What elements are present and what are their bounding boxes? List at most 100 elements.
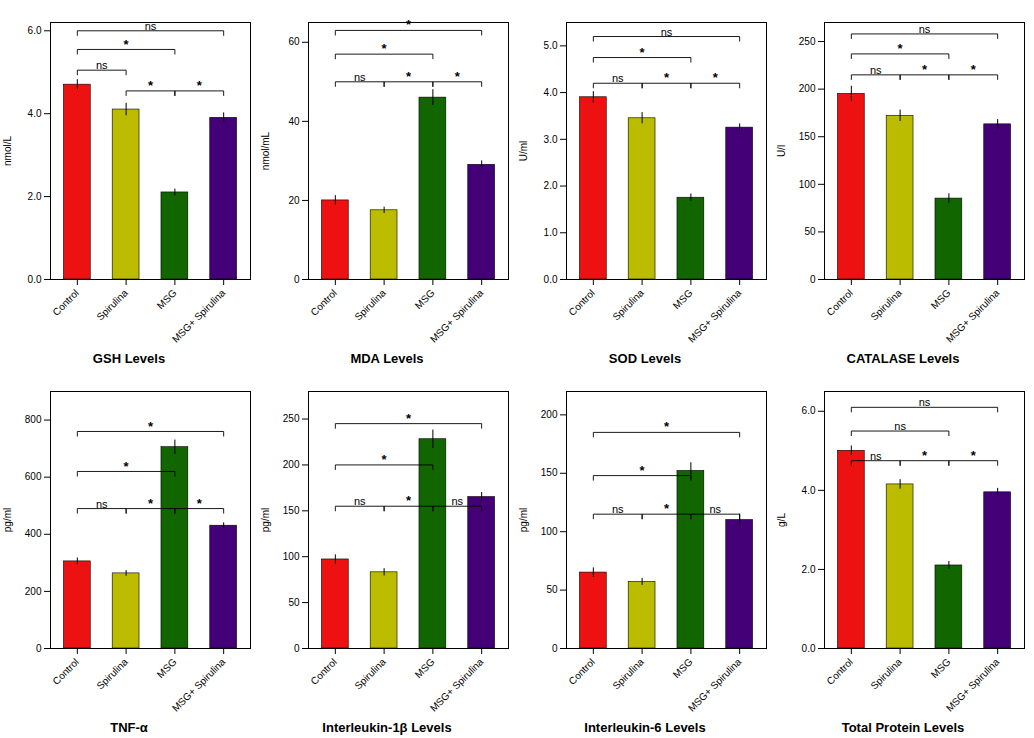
- svg-text:ns: ns: [354, 71, 366, 83]
- svg-text:*: *: [455, 69, 461, 84]
- svg-text:pg/ml: pg/ml: [2, 508, 13, 532]
- svg-text:Spirulina: Spirulina: [868, 287, 904, 323]
- svg-text:g/L: g/L: [776, 513, 787, 527]
- svg-text:4.0: 4.0: [28, 108, 42, 119]
- svg-text:nmol/mL: nmol/mL: [260, 131, 271, 170]
- svg-text:600: 600: [25, 471, 42, 482]
- svg-text:*: *: [406, 411, 412, 426]
- svg-text:ns: ns: [145, 20, 157, 32]
- svg-text:ns: ns: [612, 72, 624, 84]
- svg-text:0.0: 0.0: [802, 643, 816, 654]
- svg-text:6.0: 6.0: [28, 25, 42, 36]
- svg-text:*: *: [148, 419, 154, 434]
- svg-text:Control: Control: [824, 656, 855, 687]
- svg-text:0: 0: [552, 643, 558, 654]
- svg-text:MSG: MSG: [155, 656, 179, 680]
- svg-text:MSG+ Spirulina: MSG+ Spirulina: [944, 656, 1002, 714]
- svg-text:2.0: 2.0: [28, 191, 42, 202]
- svg-text:*: *: [148, 78, 154, 93]
- svg-text:150: 150: [283, 505, 300, 516]
- svg-text:nmol/L: nmol/L: [2, 136, 13, 166]
- svg-text:*: *: [197, 496, 203, 511]
- svg-text:Spirulina: Spirulina: [94, 287, 130, 323]
- svg-text:MSG+ Spirulina: MSG+ Spirulina: [686, 656, 744, 714]
- svg-text:MSG: MSG: [671, 287, 695, 311]
- svg-text:200: 200: [283, 459, 300, 470]
- svg-text:20: 20: [288, 195, 300, 206]
- svg-text:MSG: MSG: [671, 656, 695, 680]
- svg-text:Spirulina: Spirulina: [610, 287, 646, 323]
- svg-text:MSG+ Spirulina: MSG+ Spirulina: [428, 656, 486, 714]
- svg-text:*: *: [922, 448, 928, 463]
- svg-text:ns: ns: [451, 495, 463, 507]
- svg-text:0: 0: [294, 643, 300, 654]
- svg-text:*: *: [197, 78, 203, 93]
- svg-text:Control: Control: [50, 287, 81, 318]
- svg-text:*: *: [664, 501, 670, 516]
- svg-text:ns: ns: [870, 64, 882, 76]
- svg-text:60: 60: [288, 36, 300, 47]
- svg-text:ns: ns: [354, 495, 366, 507]
- svg-text:*: *: [664, 70, 670, 85]
- svg-text:2.0: 2.0: [544, 180, 558, 191]
- svg-text:*: *: [640, 45, 646, 60]
- svg-text:U/ml: U/ml: [518, 141, 529, 162]
- svg-text:MSG+ Spirulina: MSG+ Spirulina: [170, 656, 228, 714]
- svg-text:*: *: [148, 496, 154, 511]
- svg-text:100: 100: [541, 526, 558, 537]
- svg-text:ns: ns: [894, 420, 906, 432]
- svg-text:Spirulina: Spirulina: [352, 656, 388, 692]
- svg-text:*: *: [406, 69, 412, 84]
- svg-text:ns: ns: [919, 396, 931, 408]
- svg-text:*: *: [713, 70, 719, 85]
- svg-text:ns: ns: [96, 498, 108, 510]
- svg-text:Control: Control: [566, 287, 597, 318]
- svg-text:40: 40: [288, 116, 300, 127]
- svg-text:50: 50: [288, 597, 300, 608]
- svg-text:MSG: MSG: [413, 656, 437, 680]
- svg-text:*: *: [640, 463, 646, 478]
- svg-text:ns: ns: [661, 26, 673, 38]
- svg-text:50: 50: [546, 584, 558, 595]
- svg-text:50: 50: [804, 226, 816, 237]
- svg-text:*: *: [124, 459, 130, 474]
- svg-text:4.0: 4.0: [544, 87, 558, 98]
- svg-text:200: 200: [541, 409, 558, 420]
- svg-text:*: *: [971, 448, 977, 463]
- svg-text:*: *: [898, 41, 904, 56]
- svg-text:MSG+ Spirulina: MSG+ Spirulina: [944, 287, 1002, 345]
- svg-text:2.0: 2.0: [802, 564, 816, 575]
- svg-text:150: 150: [541, 467, 558, 478]
- svg-text:0: 0: [294, 274, 300, 285]
- svg-text:MSG+ Spirulina: MSG+ Spirulina: [686, 287, 744, 345]
- svg-text:250: 250: [799, 36, 816, 47]
- svg-text:800: 800: [25, 414, 42, 425]
- svg-text:ns: ns: [612, 503, 624, 515]
- svg-text:Control: Control: [308, 656, 339, 687]
- svg-text:0.0: 0.0: [544, 274, 558, 285]
- svg-text:MSG: MSG: [929, 287, 953, 311]
- svg-text:0: 0: [36, 643, 42, 654]
- svg-text:400: 400: [25, 528, 42, 539]
- svg-text:Spirulina: Spirulina: [94, 656, 130, 692]
- svg-text:100: 100: [283, 551, 300, 562]
- svg-text:ns: ns: [919, 23, 931, 35]
- svg-text:*: *: [971, 62, 977, 77]
- svg-text:ns: ns: [709, 503, 721, 515]
- svg-text:MSG: MSG: [413, 287, 437, 311]
- svg-text:3.0: 3.0: [544, 134, 558, 145]
- svg-text:MSG+ Spirulina: MSG+ Spirulina: [428, 287, 486, 345]
- svg-text:200: 200: [25, 586, 42, 597]
- svg-text:MSG: MSG: [929, 656, 953, 680]
- svg-text:ns: ns: [96, 59, 108, 71]
- svg-text:1.0: 1.0: [544, 227, 558, 238]
- svg-text:Control: Control: [308, 287, 339, 318]
- svg-text:Control: Control: [824, 287, 855, 318]
- svg-text:ns: ns: [870, 450, 882, 462]
- svg-text:*: *: [664, 419, 670, 434]
- svg-text:250: 250: [283, 413, 300, 424]
- svg-text:U/l: U/l: [776, 145, 787, 157]
- svg-text:Control: Control: [50, 656, 81, 687]
- svg-text:*: *: [922, 62, 928, 77]
- svg-text:MSG+ Spirulina: MSG+ Spirulina: [170, 287, 228, 345]
